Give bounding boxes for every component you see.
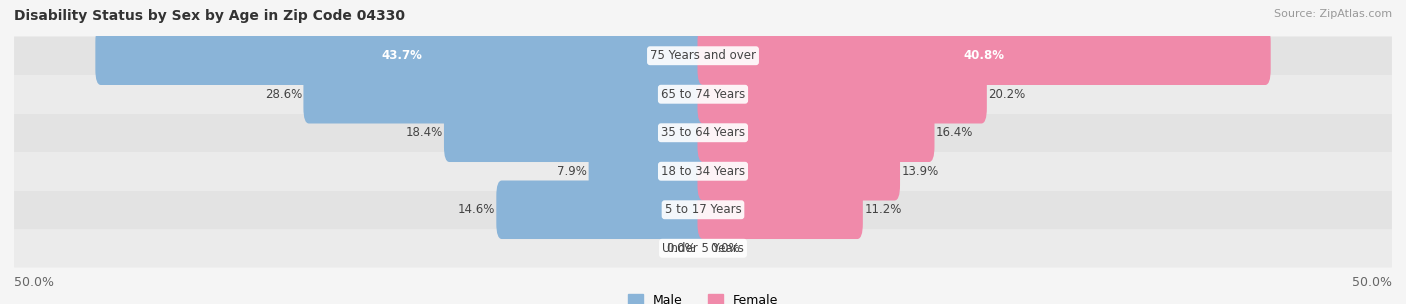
Text: 0.0%: 0.0%: [710, 242, 740, 255]
FancyBboxPatch shape: [496, 181, 709, 239]
Text: 20.2%: 20.2%: [988, 88, 1025, 101]
FancyBboxPatch shape: [444, 103, 709, 162]
Text: 16.4%: 16.4%: [936, 126, 973, 139]
FancyBboxPatch shape: [14, 229, 1392, 268]
FancyBboxPatch shape: [697, 142, 900, 201]
FancyBboxPatch shape: [96, 26, 709, 85]
Legend: Male, Female: Male, Female: [623, 289, 783, 304]
Text: 40.8%: 40.8%: [963, 49, 1005, 62]
Text: 18 to 34 Years: 18 to 34 Years: [661, 165, 745, 178]
FancyBboxPatch shape: [14, 75, 1392, 113]
Text: Under 5 Years: Under 5 Years: [662, 242, 744, 255]
Text: Source: ZipAtlas.com: Source: ZipAtlas.com: [1274, 9, 1392, 19]
Text: 18.4%: 18.4%: [405, 126, 443, 139]
Text: 14.6%: 14.6%: [457, 203, 495, 216]
FancyBboxPatch shape: [14, 152, 1392, 191]
Text: 50.0%: 50.0%: [1353, 276, 1392, 289]
Text: 13.9%: 13.9%: [901, 165, 939, 178]
FancyBboxPatch shape: [697, 181, 863, 239]
FancyBboxPatch shape: [14, 191, 1392, 229]
Text: 35 to 64 Years: 35 to 64 Years: [661, 126, 745, 139]
FancyBboxPatch shape: [697, 26, 1271, 85]
Text: 50.0%: 50.0%: [14, 276, 53, 289]
Text: 75 Years and over: 75 Years and over: [650, 49, 756, 62]
FancyBboxPatch shape: [697, 103, 935, 162]
Text: Disability Status by Sex by Age in Zip Code 04330: Disability Status by Sex by Age in Zip C…: [14, 9, 405, 23]
FancyBboxPatch shape: [304, 65, 709, 123]
FancyBboxPatch shape: [14, 36, 1392, 75]
Text: 5 to 17 Years: 5 to 17 Years: [665, 203, 741, 216]
FancyBboxPatch shape: [14, 113, 1392, 152]
Text: 65 to 74 Years: 65 to 74 Years: [661, 88, 745, 101]
Text: 43.7%: 43.7%: [381, 49, 422, 62]
FancyBboxPatch shape: [589, 142, 709, 201]
Text: 7.9%: 7.9%: [557, 165, 588, 178]
FancyBboxPatch shape: [697, 65, 987, 123]
Text: 11.2%: 11.2%: [865, 203, 901, 216]
Text: 28.6%: 28.6%: [264, 88, 302, 101]
Text: 0.0%: 0.0%: [666, 242, 696, 255]
